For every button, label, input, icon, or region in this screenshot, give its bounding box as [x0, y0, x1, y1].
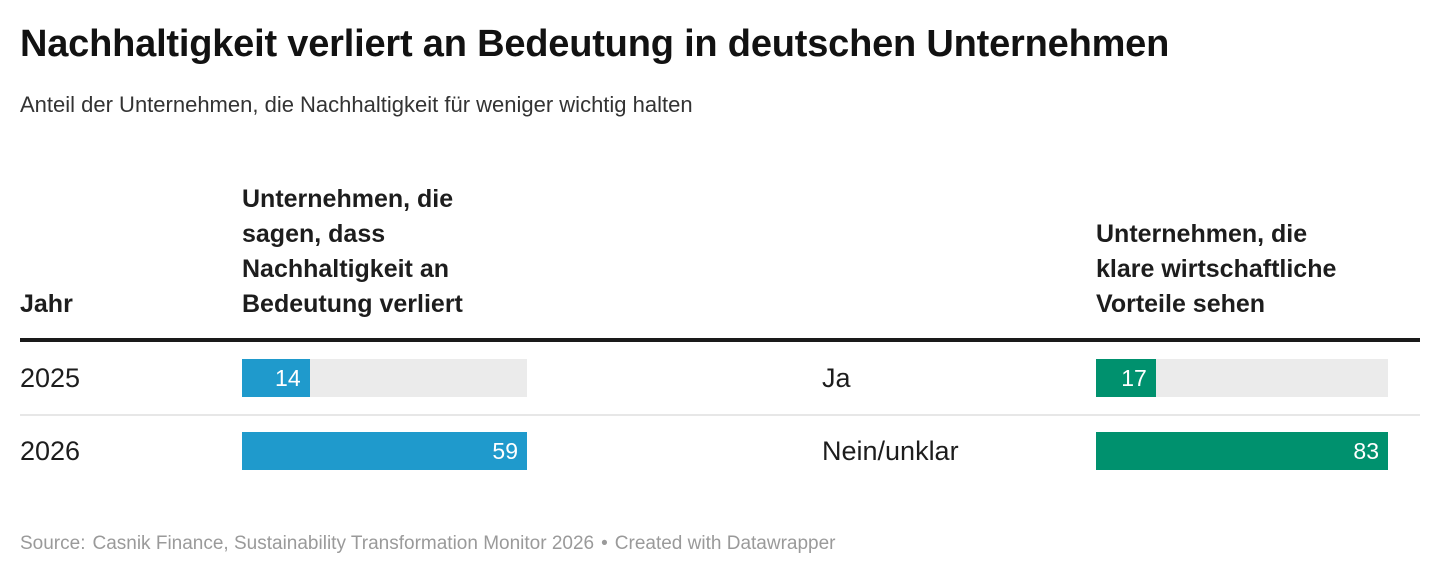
datawrapper-attribution: Created with Datawrapper: [614, 533, 836, 554]
benefits-bar-track: 17: [1096, 359, 1388, 397]
answer-cell: Ja: [822, 362, 851, 393]
column-header-benefits: Unternehmen, die klare wirtschaftliche V…: [1096, 220, 1337, 318]
source-prefix: Source:: [20, 533, 86, 554]
declining-bar-value-label: 14: [275, 364, 301, 391]
source-line: Source: Casnik Finance, Sustainability T…: [20, 532, 1420, 556]
benefits-bar-track: 83: [1096, 432, 1388, 470]
declining-bar: 14: [242, 359, 310, 397]
column-header-year: Jahr: [20, 290, 73, 318]
year-cell: 2026: [20, 435, 81, 466]
declining-bar: 59: [242, 432, 527, 470]
declining-bar-track: 59: [242, 432, 527, 470]
declining-bar-track: 14: [242, 359, 527, 397]
page-subtitle: Anteil der Unternehmen, die Nachhaltigke…: [20, 92, 693, 117]
column-header-declining: Unternehmen, die sagen, dass Nachhaltigk…: [242, 185, 463, 318]
declining-bar-value-label: 59: [492, 437, 518, 464]
bullet-separator: •: [601, 533, 608, 554]
benefits-bar: 17: [1096, 359, 1156, 397]
table-header-row: Jahr Unternehmen, die sagen, dass Nachha…: [20, 182, 1420, 342]
table-row: 2025 14 Ja 17: [20, 342, 1420, 414]
source-text: Casnik Finance, Sustainability Transform…: [92, 533, 595, 554]
page-title: Nachhaltigkeit verliert an Bedeutung in …: [20, 23, 1170, 65]
year-cell: 2025: [20, 362, 81, 393]
benefits-bar-value-label: 17: [1121, 364, 1147, 391]
answer-cell: Nein/unklar: [822, 435, 959, 466]
benefits-bar: 83: [1096, 432, 1388, 470]
benefits-bar-value-label: 83: [1353, 437, 1379, 464]
table-row: 2026 59 Nein/unklar 83: [20, 414, 1420, 486]
